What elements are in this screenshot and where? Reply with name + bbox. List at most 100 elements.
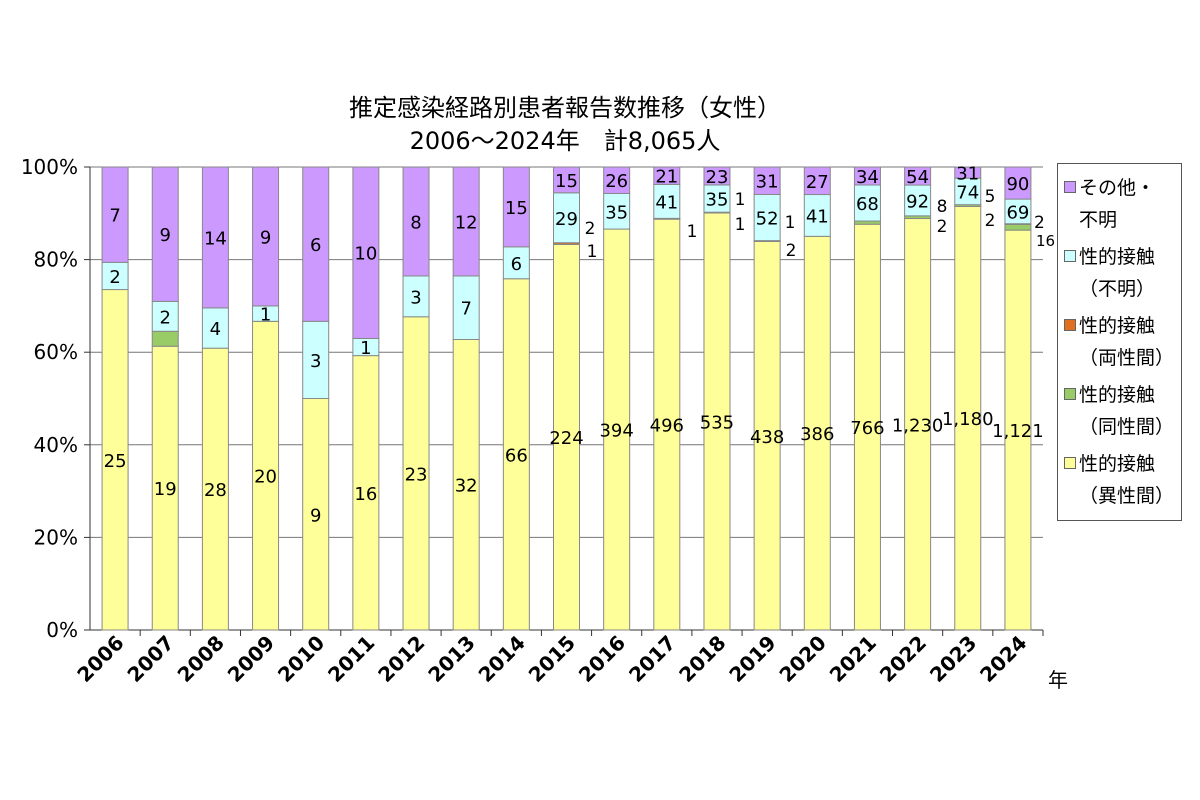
data-label: 28 bbox=[204, 480, 227, 501]
legend-swatch bbox=[1064, 250, 1076, 262]
bar-segment bbox=[653, 183, 681, 219]
data-label: 8 bbox=[410, 212, 421, 233]
data-label: 66 bbox=[505, 445, 528, 466]
bar-segment bbox=[302, 398, 330, 631]
y-tick-label: 0% bbox=[46, 618, 78, 642]
data-label: 35 bbox=[605, 202, 628, 223]
bar-segment bbox=[252, 166, 280, 307]
legend-label: その他・ 不明 bbox=[1079, 177, 1156, 231]
data-label: 1,230 bbox=[892, 415, 944, 436]
data-label: 15 bbox=[505, 198, 528, 219]
data-label: 19 bbox=[154, 479, 177, 500]
bar-segment bbox=[753, 241, 781, 631]
data-label: 41 bbox=[655, 192, 678, 213]
bar-segment bbox=[753, 193, 781, 242]
x-tick-label: 2021 bbox=[825, 631, 881, 687]
bar-segment bbox=[352, 166, 380, 339]
data-label: 16 bbox=[354, 484, 377, 505]
data-label: 7 bbox=[109, 206, 120, 227]
bar-segment bbox=[653, 166, 681, 185]
side-data-label: 16 bbox=[1036, 232, 1055, 250]
data-label: 52 bbox=[756, 209, 779, 230]
bar-segment bbox=[151, 166, 179, 302]
data-label: 32 bbox=[455, 476, 478, 497]
data-label: 15 bbox=[555, 171, 578, 192]
bar-segment bbox=[803, 235, 831, 631]
bar-segment bbox=[101, 261, 129, 291]
bar-segment bbox=[151, 300, 179, 332]
legend-swatch bbox=[1064, 181, 1076, 193]
x-tick-label: 2007 bbox=[122, 631, 178, 687]
legend-swatch bbox=[1064, 457, 1076, 469]
x-tick-label: 2015 bbox=[524, 631, 580, 687]
bar-segment bbox=[402, 316, 430, 631]
x-tick-label: 2014 bbox=[474, 631, 530, 687]
y-tick-label: 80% bbox=[34, 248, 78, 272]
y-tick-label: 100% bbox=[21, 155, 78, 179]
x-axis-unit: 年 bbox=[1048, 668, 1068, 692]
y-tick-label: 60% bbox=[34, 340, 78, 364]
data-label: 394 bbox=[599, 421, 633, 442]
bar-segment bbox=[603, 166, 631, 194]
x-tick-label: 2013 bbox=[423, 631, 479, 687]
data-label: 31 bbox=[756, 172, 779, 193]
x-tick-label: 2006 bbox=[72, 631, 128, 687]
data-label: 224 bbox=[549, 428, 583, 449]
bar-segment bbox=[553, 166, 580, 194]
data-label: 14 bbox=[204, 228, 227, 249]
x-tick-label: 2018 bbox=[674, 631, 730, 687]
data-label: 54 bbox=[906, 167, 929, 188]
data-label: 1,121 bbox=[992, 421, 1044, 442]
legend-label: 性的接触 （不明） bbox=[1079, 246, 1156, 300]
data-label: 21 bbox=[655, 167, 678, 188]
side-data-label: 2 bbox=[985, 211, 996, 231]
data-label: 386 bbox=[800, 424, 834, 445]
side-data-label: 1 bbox=[785, 213, 796, 233]
data-label: 74 bbox=[956, 182, 979, 203]
data-label: 26 bbox=[605, 171, 628, 192]
bar-segment bbox=[703, 212, 731, 631]
legend-swatch bbox=[1064, 319, 1076, 331]
bar-segment bbox=[302, 166, 330, 322]
bar-segment bbox=[703, 184, 731, 213]
side-data-label: 1 bbox=[587, 242, 598, 262]
bar-segment bbox=[853, 184, 881, 222]
bar-segment bbox=[603, 192, 631, 230]
bar-segment bbox=[101, 289, 129, 631]
data-label: 20 bbox=[254, 467, 277, 488]
bar-segment bbox=[201, 166, 229, 309]
side-data-label: 2 bbox=[786, 241, 797, 261]
bar-segment bbox=[252, 320, 280, 631]
data-label: 35 bbox=[706, 190, 729, 211]
x-tick-label: 2017 bbox=[624, 631, 680, 687]
data-label: 25 bbox=[104, 451, 127, 472]
data-label: 7 bbox=[460, 299, 471, 320]
data-label: 438 bbox=[750, 427, 784, 448]
data-label: 12 bbox=[455, 212, 478, 233]
bar-segment bbox=[853, 166, 881, 186]
bar-segment bbox=[352, 355, 380, 631]
side-data-label: 2 bbox=[585, 219, 596, 239]
data-label: 1 bbox=[260, 305, 271, 326]
data-label: 9 bbox=[310, 505, 321, 526]
x-tick-label: 2009 bbox=[223, 631, 279, 687]
data-label: 3 bbox=[410, 287, 421, 308]
bar-segment bbox=[703, 166, 731, 186]
legend-swatch bbox=[1064, 388, 1076, 400]
x-tick-label: 2019 bbox=[724, 631, 780, 687]
x-tick-label: 2023 bbox=[925, 631, 981, 687]
bar-segment bbox=[502, 278, 530, 631]
data-label: 496 bbox=[650, 416, 684, 437]
data-label: 69 bbox=[1006, 202, 1029, 223]
legend-label: 性的接触 （異性間） bbox=[1079, 453, 1175, 507]
data-label: 4 bbox=[210, 319, 221, 340]
side-data-label: 8 bbox=[937, 197, 948, 217]
data-label: 31 bbox=[956, 164, 979, 185]
side-data-label: 2 bbox=[937, 217, 948, 237]
data-label: 3 bbox=[310, 351, 321, 372]
bar-segment bbox=[904, 184, 932, 217]
x-tick-label: 2011 bbox=[323, 631, 379, 687]
legend: その他・ 不明 性的接触 （不明） 性的接触 （両性間） 性的接触 （同性間） 性的接触… bbox=[1057, 163, 1182, 521]
data-label: 9 bbox=[260, 227, 271, 248]
data-label: 535 bbox=[700, 412, 734, 433]
